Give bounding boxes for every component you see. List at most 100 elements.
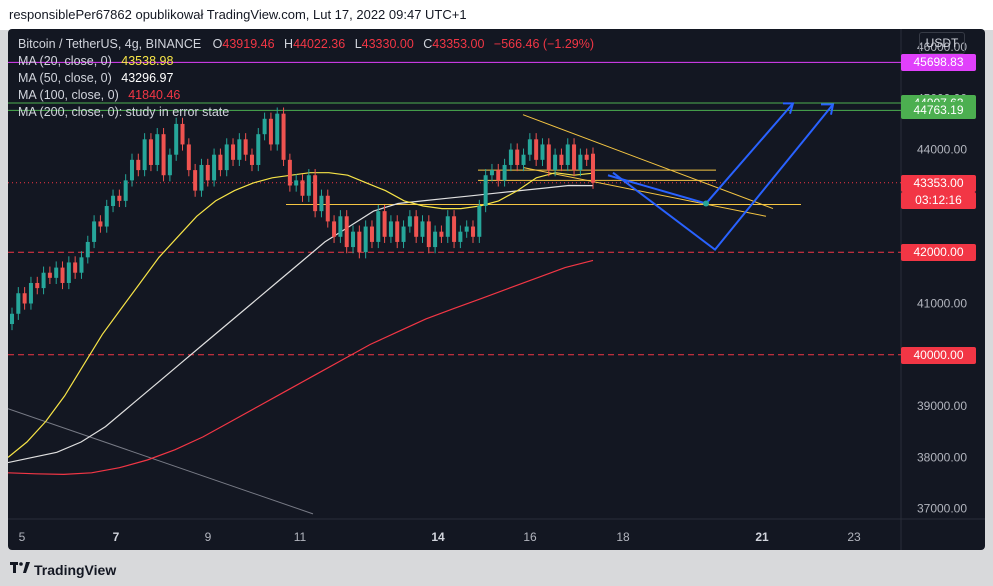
change-label: −566.46 (−1.29%): [493, 37, 594, 51]
candle-body: [212, 154, 217, 181]
y-tick-label: 38000.00: [917, 450, 967, 464]
ma100-line: [8, 259, 594, 476]
candle-body: [142, 139, 147, 171]
candle-body: [357, 231, 362, 253]
candle-body: [281, 113, 286, 160]
tradingview-logo-icon: [10, 562, 30, 577]
x-tick-label: 7: [113, 530, 120, 544]
moving-averages: [8, 172, 594, 476]
x-tick-label: 16: [523, 530, 537, 544]
candle-body: [527, 139, 532, 155]
candle-body: [319, 195, 324, 212]
candle-body: [79, 257, 84, 273]
horizontal-levels: [8, 61, 901, 356]
x-tick-label: 18: [616, 530, 630, 544]
candle-body: [515, 149, 520, 165]
candle-body: [407, 216, 412, 227]
ma50-legend[interactable]: MA (50, close, 0) 43296.97: [18, 71, 174, 85]
ma50-line: [8, 184, 594, 464]
countdown-tag: 03:12:16: [901, 191, 976, 209]
candle-body: [433, 231, 438, 248]
ma200-legend[interactable]: MA (200, close, 0): study in error state: [18, 105, 230, 119]
candle-body: [66, 262, 71, 283]
low-label: L43330.00: [354, 37, 414, 51]
candle-body: [439, 231, 444, 237]
projection-point: [703, 200, 709, 207]
tradingview-brand: TradingView: [34, 562, 117, 578]
x-tick-label: 14: [431, 530, 445, 544]
symbol-label: Bitcoin / TetherUS, 4g, BINANCE: [18, 37, 202, 51]
candle-body: [344, 216, 349, 248]
candle-body: [224, 144, 229, 171]
candle-body: [306, 175, 311, 196]
candle-body: [565, 144, 570, 165]
candle-body: [300, 180, 305, 196]
candle-body: [483, 175, 488, 207]
price-tag: 45698.83: [901, 54, 976, 72]
candle-body: [489, 170, 494, 176]
candle-body: [186, 144, 191, 171]
y-tick-label: 46000.00: [917, 40, 967, 54]
candle-body: [388, 221, 393, 237]
candle-body: [338, 216, 343, 237]
candle-body: [401, 226, 406, 242]
price-tag: 40000.00: [901, 346, 976, 364]
open-label: O43919.46: [212, 37, 275, 51]
candle-body: [41, 272, 46, 289]
candle-body: [167, 154, 172, 176]
gray-trendline: [8, 408, 314, 515]
candle-body: [148, 139, 153, 165]
currency-unit-button[interactable]: USDT: [919, 32, 965, 54]
candle-body: [521, 154, 526, 165]
y-tick-label: 37000.00: [917, 502, 967, 516]
candle-body: [591, 153, 595, 183]
candle-body: [123, 180, 128, 201]
candle-body: [54, 267, 59, 278]
candle-body: [287, 159, 292, 186]
candle-body: [496, 170, 501, 181]
price-tag: 44763.19: [901, 102, 976, 120]
candle-body: [237, 139, 242, 160]
candle-body: [268, 118, 273, 145]
ma100-legend[interactable]: MA (100, close, 0) 41840.46: [18, 88, 181, 102]
candle-body: [218, 154, 223, 171]
candle-body: [205, 164, 210, 181]
candle-body: [363, 226, 368, 253]
candle-body: [98, 221, 103, 227]
candle-body: [452, 216, 457, 242]
candle-body: [471, 226, 476, 237]
candle-body: [572, 144, 577, 171]
candle-body: [540, 144, 545, 160]
candle-body: [231, 144, 236, 160]
candle-body: [249, 154, 254, 165]
candle-body: [294, 180, 299, 186]
candle-body: [534, 139, 539, 160]
close-label: C43353.00: [423, 37, 485, 51]
arrowhead-2: [821, 103, 835, 115]
candle-body: [243, 139, 248, 155]
high-label: H44022.36: [284, 37, 346, 51]
chart-panel[interactable]: 37000.00 38000.00 39000.00 40000.00 41000.00…: [8, 29, 985, 550]
ma20-legend[interactable]: MA (20, close, 0) 43538.98: [18, 54, 174, 68]
candle-body: [199, 164, 204, 191]
candle-body: [92, 221, 97, 242]
candle-body: [553, 154, 558, 171]
x-tick-label: 9: [205, 530, 212, 544]
price-chart[interactable]: 37000.00 38000.00 39000.00 40000.00 41000.00…: [8, 29, 985, 550]
candle-body: [420, 221, 425, 237]
y-tick-label: 39000.00: [917, 399, 967, 413]
chart-legend: Bitcoin / TetherUS, 4g, BINANCE O43919.4…: [18, 36, 594, 121]
candle-body: [502, 164, 507, 181]
candle-body: [477, 206, 482, 237]
candle-body: [73, 262, 78, 273]
candle-body: [22, 293, 27, 304]
candle-body: [180, 123, 185, 145]
footer: TradingView: [0, 550, 993, 586]
candle-body: [129, 159, 134, 181]
candle-body: [464, 226, 469, 232]
price-tag: 43353.00: [901, 174, 976, 192]
candle-body: [369, 226, 374, 242]
candle-body: [174, 123, 179, 155]
x-tick-label: 5: [19, 530, 26, 544]
ohlc-row: Bitcoin / TetherUS, 4g, BINANCE O43919.4…: [18, 36, 594, 53]
